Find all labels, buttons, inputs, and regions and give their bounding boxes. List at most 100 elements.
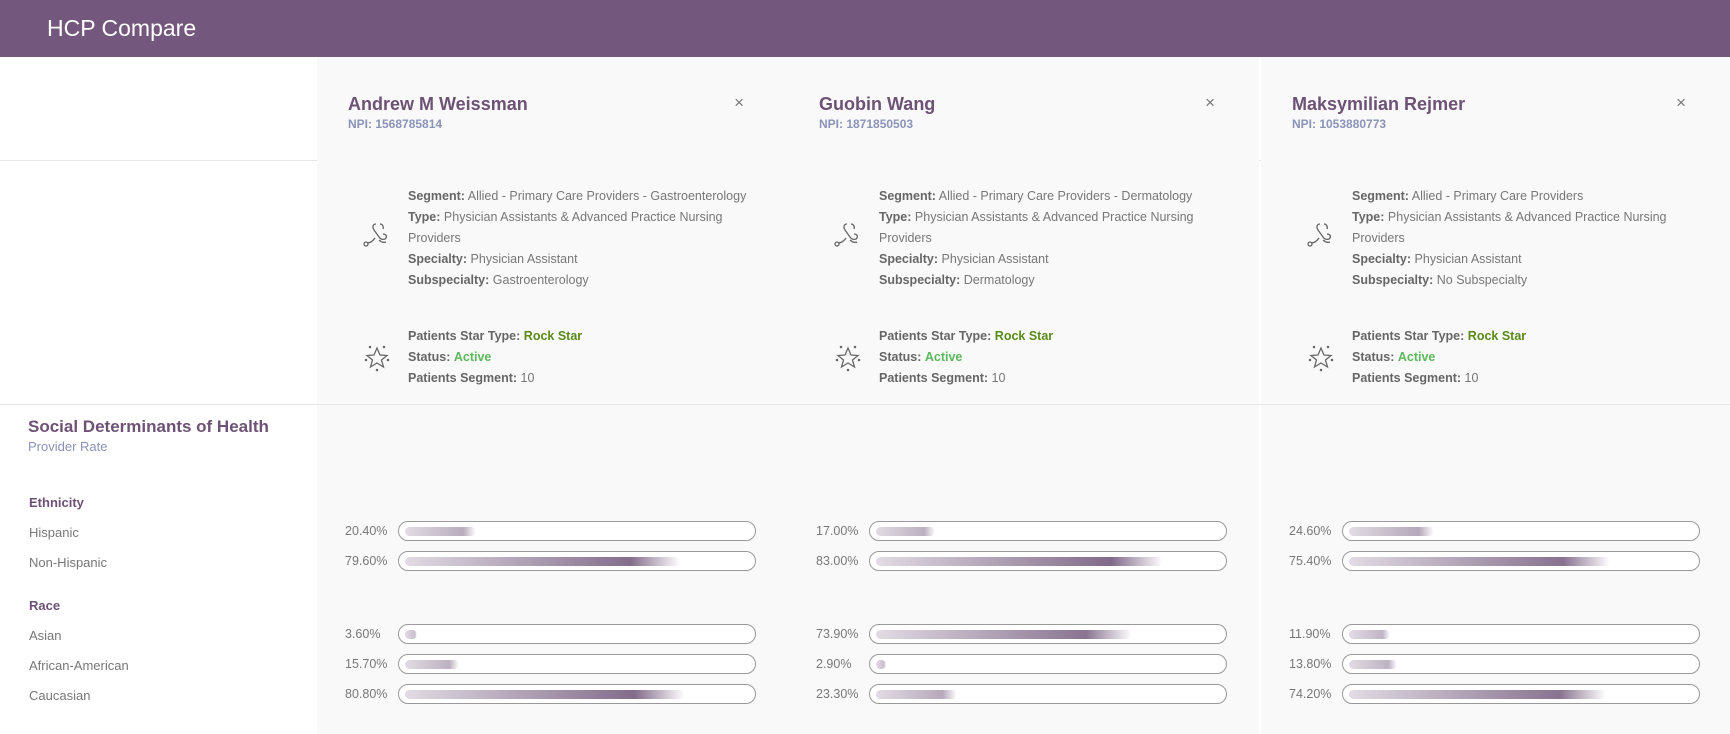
subspecialty-value: Gastroenterology xyxy=(492,273,589,287)
rate-bar-hispanic xyxy=(398,521,756,541)
rate-bar-non-hispanic xyxy=(398,551,756,571)
specialty-label: Specialty: xyxy=(879,252,939,266)
star-icon xyxy=(1306,343,1336,373)
rate-bar-fill xyxy=(876,630,1132,639)
rate-value-hispanic: 24.60% xyxy=(1289,524,1332,538)
rate-bar-hispanic xyxy=(869,521,1227,541)
rate-value-african-american: 13.80% xyxy=(1289,657,1332,671)
rate-value-african-american: 2.90% xyxy=(816,657,852,671)
rate-bar-fill xyxy=(876,527,935,536)
status-value: Active xyxy=(924,350,963,364)
subspecialty-value: No Subspecialty xyxy=(1436,273,1528,287)
rate-bar-fill xyxy=(1349,557,1610,566)
type-label: Type: xyxy=(408,210,441,224)
app-title: HCP Compare xyxy=(47,15,197,41)
rate-value-caucasian: 80.80% xyxy=(345,687,388,701)
status-label: Status: xyxy=(879,350,922,364)
type-label: Type: xyxy=(879,210,912,224)
star-type-value: Rock Star xyxy=(523,329,583,343)
type-value: Physician Assistants & Advanced Practice… xyxy=(1352,210,1667,245)
rate-bar-fill xyxy=(876,660,887,669)
rate-value-hispanic: 20.40% xyxy=(345,524,388,538)
row-label-hispanic: Hispanic xyxy=(29,525,79,540)
provider-name: Andrew M Weissman xyxy=(348,94,528,114)
row-label-asian: Asian xyxy=(29,628,62,643)
rate-bar-fill xyxy=(405,660,460,669)
rate-value-non-hispanic: 75.40% xyxy=(1289,554,1332,568)
rate-value-non-hispanic: 83.00% xyxy=(816,554,859,568)
patient-details: Patients Star Type: Rock Star Status: Ac… xyxy=(408,326,582,389)
rate-bar-fill xyxy=(876,557,1164,566)
segment-label: Segment: xyxy=(408,189,465,203)
rate-bar-fill xyxy=(1349,660,1397,669)
rate-bar-asian xyxy=(869,624,1227,644)
patients-segment-label: Patients Segment: xyxy=(1352,371,1462,385)
status-value: Active xyxy=(1397,350,1436,364)
rate-bar-fill xyxy=(405,557,681,566)
provider-details: Segment: Allied - Primary Care Providers… xyxy=(879,186,1249,291)
rate-bar-non-hispanic xyxy=(869,551,1227,571)
rate-bar-asian xyxy=(1342,624,1700,644)
close-icon[interactable]: × xyxy=(734,93,744,112)
star-icon xyxy=(833,343,863,373)
rate-value-asian: 73.90% xyxy=(816,627,859,641)
rate-bar-fill xyxy=(1349,690,1606,699)
subspecialty-label: Subspecialty: xyxy=(879,273,961,287)
section-title: Social Determinants of Health xyxy=(28,417,269,436)
rate-value-caucasian: 23.30% xyxy=(816,687,859,701)
provider-npi: NPI: 1053880773 xyxy=(1292,117,1387,131)
type-label: Type: xyxy=(1352,210,1385,224)
patients-segment-value: 10 xyxy=(520,371,535,385)
section-subtitle: Provider Rate xyxy=(28,439,108,454)
status-label: Status: xyxy=(1352,350,1395,364)
rate-bar-non-hispanic xyxy=(1342,551,1700,571)
group-race: Race xyxy=(29,598,61,613)
rate-bar-african-american xyxy=(1342,654,1700,674)
provider-column: Maksymilian Rejmer NPI: 1053880773 × Seg… xyxy=(1261,57,1730,734)
rate-bar-fill xyxy=(1349,527,1435,536)
provider-details: Segment: Allied - Primary Care Providers… xyxy=(408,186,778,291)
provider-name: Guobin Wang xyxy=(819,94,936,114)
specialty-label: Specialty: xyxy=(1352,252,1412,266)
rate-value-hispanic: 17.00% xyxy=(816,524,859,538)
star-icon xyxy=(362,343,392,373)
rate-value-caucasian: 74.20% xyxy=(1289,687,1332,701)
row-label-non-hispanic: Non-Hispanic xyxy=(29,555,108,570)
star-type-label: Patients Star Type: xyxy=(879,329,992,343)
star-type-label: Patients Star Type: xyxy=(1352,329,1465,343)
stethoscope-icon xyxy=(1306,220,1336,250)
patients-segment-label: Patients Segment: xyxy=(879,371,989,385)
provider-npi: NPI: 1871850503 xyxy=(819,117,914,131)
segment-value: Allied - Primary Care Providers xyxy=(1411,189,1584,203)
rate-bar-fill xyxy=(405,630,418,639)
patients-segment-value: 10 xyxy=(991,371,1006,385)
status-label: Status: xyxy=(408,350,451,364)
rate-bar-fill xyxy=(405,690,685,699)
close-icon[interactable]: × xyxy=(1676,93,1686,112)
group-ethnicity: Ethnicity xyxy=(29,495,84,510)
status-value: Active xyxy=(453,350,492,364)
subspecialty-label: Subspecialty: xyxy=(1352,273,1434,287)
patients-segment-value: 10 xyxy=(1464,371,1479,385)
app-header: HCP Compare xyxy=(0,0,1730,57)
row-label-caucasian: Caucasian xyxy=(29,688,91,703)
provider-name: Maksymilian Rejmer xyxy=(1292,94,1466,114)
star-type-value: Rock Star xyxy=(1467,329,1527,343)
stethoscope-icon xyxy=(833,220,863,250)
close-icon[interactable]: × xyxy=(1205,93,1215,112)
star-type-label: Patients Star Type: xyxy=(408,329,521,343)
rate-bar-asian xyxy=(398,624,756,644)
rate-bar-caucasian xyxy=(1342,684,1700,704)
patient-details: Patients Star Type: Rock Star Status: Ac… xyxy=(1352,326,1526,389)
rate-bar-caucasian xyxy=(869,684,1227,704)
provider-npi: NPI: 1568785814 xyxy=(348,117,443,131)
rate-value-non-hispanic: 79.60% xyxy=(345,554,388,568)
rate-bar-fill xyxy=(405,527,476,536)
rate-value-asian: 3.60% xyxy=(345,627,381,641)
rate-bar-african-american xyxy=(398,654,756,674)
segment-label: Segment: xyxy=(1352,189,1409,203)
rate-value-asian: 11.90% xyxy=(1289,627,1331,641)
rate-bar-fill xyxy=(1349,630,1391,639)
specialty-value: Physician Assistant xyxy=(941,252,1049,266)
specialty-label: Specialty: xyxy=(408,252,468,266)
